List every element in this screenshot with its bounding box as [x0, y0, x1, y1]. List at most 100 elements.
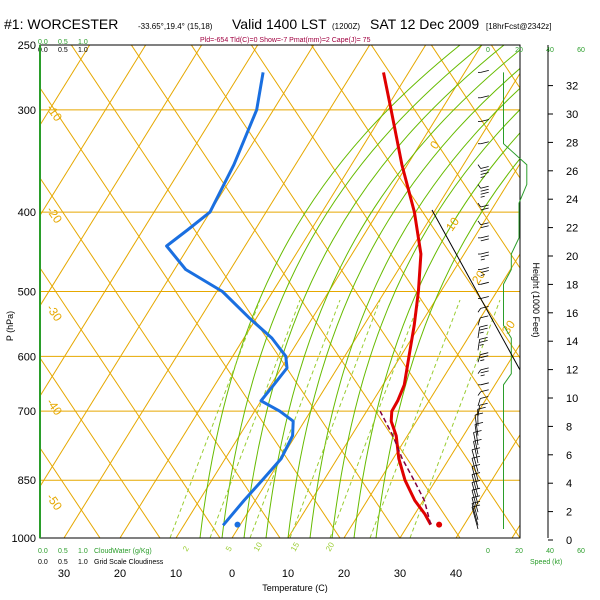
barb-feather: [480, 166, 489, 169]
mixing-ratio-label: 15: [289, 540, 302, 553]
dry-adiabat-line: [40, 267, 221, 538]
mixing-ratio-label: 5: [224, 544, 234, 553]
moist-adiabat-line: [309, 87, 520, 538]
cloud-tick-top: 0.0: [38, 39, 48, 46]
barb-feather: [480, 225, 489, 229]
station-coords: -33.65°,19.4° (15,18): [138, 22, 213, 31]
barb-feather: [480, 254, 489, 258]
isotherm-line: [63, 45, 371, 538]
barb-shaft: [477, 391, 481, 396]
cloud-tick-top: 0.5: [58, 39, 68, 46]
height-tick-label: 2: [566, 507, 572, 519]
wind-barb: [477, 352, 489, 363]
grid-clip: [40, 0, 600, 538]
wind-barb: [477, 336, 488, 351]
valid-date: SAT 12 Dec 2009: [370, 16, 479, 32]
barb-feather: [480, 267, 489, 270]
barb-shaft: [477, 164, 481, 169]
temperature-tick-label: 30: [58, 568, 70, 580]
barb-feather: [480, 169, 489, 172]
panel-divider: [431, 209, 521, 371]
barb-feather: [480, 374, 485, 377]
dry-adiabat-line: [190, 45, 520, 538]
isotherm-label: -20: [44, 204, 66, 227]
height-tick-label: 0: [566, 535, 572, 547]
moist-adiabat-line: [353, 132, 520, 538]
forecast-info: [18hrFcst@2342z]: [486, 22, 551, 31]
wind-barb: [478, 119, 489, 122]
barb-feather: [480, 207, 489, 211]
barb-shaft: [477, 202, 481, 208]
barb-feather: [480, 367, 489, 371]
cloudiness-label: Grid Scale Cloudiness: [94, 559, 164, 566]
temperature-tick-label: 0: [229, 568, 235, 580]
barb-shaft: [477, 317, 481, 326]
pressure-tick-label: 250: [18, 40, 36, 52]
barb-feather: [479, 336, 488, 340]
barb-feather: [480, 382, 489, 386]
isotherm-line: [399, 343, 520, 538]
barb-shaft: [473, 441, 479, 464]
barb-feather: [479, 402, 488, 406]
wind-barb: [477, 202, 489, 211]
pressure-tick-label: 850: [18, 475, 36, 487]
isotherm-line: [511, 524, 520, 538]
wind-barb: [478, 141, 489, 145]
barb-feather: [479, 331, 484, 334]
barb-feather: [480, 274, 485, 276]
cloud-tick-bottom: 0.5: [58, 548, 68, 555]
height-tick-label: 20: [566, 251, 578, 263]
pressure-tick-label: 1000: [12, 533, 36, 545]
surface-temperature-dot: [436, 521, 443, 528]
speed-tick-label: 20: [515, 548, 523, 555]
speed-tick-label: 40: [546, 548, 554, 555]
barb-feather: [480, 389, 489, 393]
dry-adiabat-line: [40, 87, 341, 538]
wind-barb: [478, 69, 489, 73]
barb-shaft: [477, 308, 481, 313]
speed-tick-label: 20: [515, 47, 523, 54]
stability-indices: Pld=-654 Tld(C)=0 Show=-7 Pmat(mm)=2 Cap…: [200, 37, 371, 44]
profile-clip: [165, 72, 443, 528]
wind-barbs: [471, 69, 489, 530]
parcel-line: [379, 410, 432, 525]
height-tick-label: 12: [566, 365, 578, 377]
wind-barb: [477, 164, 489, 178]
dry-adiabat-line: [40, 447, 101, 538]
speed-tick-label: 60: [577, 548, 585, 555]
sounding-profiles: [165, 72, 443, 528]
height-tick-label: 10: [566, 393, 578, 405]
barb-shaft: [477, 220, 481, 225]
barb-feather: [480, 235, 489, 239]
wind-barb: [477, 402, 488, 417]
barb-feather: [479, 324, 488, 328]
barb-feather: [480, 141, 489, 145]
dry-adiabat-line: [40, 357, 161, 538]
moist-adiabat-line: [221, 45, 483, 538]
mixing-ratio-label: 10: [252, 540, 265, 553]
wind-barb: [477, 184, 489, 198]
barb-shaft: [477, 327, 481, 339]
temperature-tick-label: 20: [338, 568, 350, 580]
mixing-ratio-line: [169, 299, 261, 538]
wind-barb: [477, 324, 488, 339]
barb-feather: [480, 355, 489, 359]
dry-adiabat-line: [360, 0, 600, 538]
wind-barb: [478, 281, 489, 285]
height-tick-label: 8: [566, 421, 572, 433]
isotherm-label: 20: [469, 267, 488, 286]
mixing-ratio-line: [409, 299, 501, 538]
pressure-tick-label: 700: [18, 406, 36, 418]
wind-barb: [478, 267, 489, 276]
barb-feather: [480, 191, 489, 195]
dry-adiabat-line: [370, 45, 520, 269]
height-tick-label: 6: [566, 450, 572, 462]
barb-feather: [480, 188, 489, 192]
wind-barb: [478, 235, 489, 242]
height-tick-label: 18: [566, 279, 578, 291]
height-tick-label: 32: [566, 81, 578, 93]
isotherm-line: [40, 45, 147, 217]
barb-feather: [480, 176, 485, 178]
